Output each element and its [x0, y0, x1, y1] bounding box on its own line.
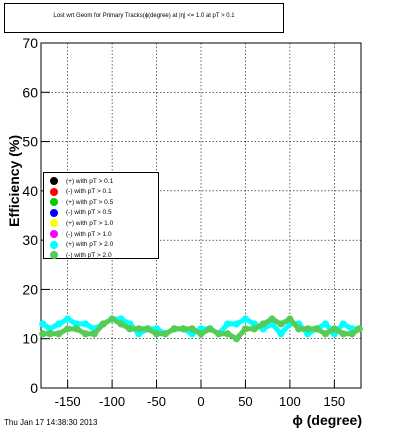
legend-entry: (+) with pT > 1.0	[50, 218, 113, 228]
data-point	[321, 320, 330, 328]
data-point	[81, 330, 90, 338]
x-axis-label: ϕ (degree)	[292, 412, 362, 428]
data-point	[348, 330, 356, 338]
y-axis-label: Efficiency (%)	[6, 135, 22, 227]
data-point	[179, 325, 187, 333]
data-point	[330, 325, 338, 333]
x-tick-label: 0	[197, 394, 204, 409]
data-point	[161, 330, 170, 338]
data-point	[241, 325, 250, 333]
data-point	[241, 315, 250, 323]
legend-entry: (-) with pT > 2.0	[50, 250, 112, 260]
data-point	[81, 320, 90, 328]
data-point	[206, 325, 214, 333]
legend-label: (+) with pT > 0.1	[66, 177, 114, 185]
data-point	[277, 320, 285, 328]
legend-label: (-) with pT > 2.0	[66, 251, 112, 259]
data-point	[108, 315, 116, 323]
data-point	[232, 335, 241, 343]
data-point	[72, 320, 81, 328]
x-tick-label: 100	[279, 394, 301, 409]
x-tick-label: -50	[147, 394, 166, 409]
legend-marker	[50, 240, 58, 249]
data-point	[144, 325, 152, 333]
data-point	[188, 325, 196, 333]
legend-marker	[50, 251, 58, 260]
legend-entry: (-) with pT > 0.5	[50, 208, 112, 218]
y-tick-label: 30	[22, 232, 38, 248]
y-tick-label: 20	[22, 281, 38, 297]
data-point	[250, 325, 258, 333]
legend-label: (-) with pT > 1.0	[66, 230, 112, 238]
data-point	[259, 320, 267, 328]
y-tick-label: 50	[22, 134, 38, 150]
data-point	[117, 320, 125, 328]
legend-marker	[50, 219, 58, 228]
legend-marker	[50, 230, 58, 238]
legend-label: (+) with pT > 0.5	[66, 198, 114, 206]
data-point	[64, 325, 72, 333]
legend-label: (+) with pT > 2.0	[66, 241, 114, 249]
data-point	[72, 325, 81, 333]
legend-entry: (-) with pT > 1.0	[50, 229, 112, 239]
x-tick-label: 150	[323, 394, 345, 409]
data-point	[46, 325, 54, 333]
data-point	[321, 330, 330, 338]
data-point	[295, 325, 303, 333]
data-point	[304, 330, 312, 338]
data-point	[135, 330, 143, 338]
data-point	[232, 320, 241, 328]
data-point	[152, 330, 161, 338]
legend-entry: (+) with pT > 0.1	[50, 176, 113, 186]
legend-label: (-) with pT > 0.5	[66, 209, 112, 217]
x-tick-label: -150	[55, 394, 81, 409]
data-point	[286, 315, 294, 323]
legend-label: (+) with pT > 1.0	[66, 219, 114, 227]
data-point	[64, 315, 72, 323]
series-layer	[39, 315, 363, 343]
legend-marker	[50, 187, 58, 196]
data-point	[39, 320, 47, 328]
y-tick-label: 60	[22, 84, 38, 100]
axes: -150 -100 -50 0 50 100 150 0 10 20 30 40 50 60 70	[22, 35, 345, 409]
x-tick-label: -100	[99, 394, 125, 409]
data-point	[355, 325, 363, 333]
data-point	[55, 320, 63, 328]
data-point	[126, 325, 134, 333]
legend-marker	[50, 177, 58, 185]
x-tick-label: 50	[238, 394, 252, 409]
data-point	[39, 330, 47, 338]
data-point	[224, 330, 232, 338]
chart-title: Lost wrt Geom for Primary Tracks(ϕ(degre…	[53, 13, 235, 19]
data-point	[90, 330, 98, 338]
legend-label: (-) with pT > 0.1	[66, 188, 112, 196]
timestamp: Thu Jan 17 14:38:30 2013	[4, 418, 98, 427]
y-tick-label: 40	[22, 183, 38, 199]
chart-title-box: Lost wrt Geom for Primary Tracks(ϕ(degre…	[4, 3, 284, 33]
legend-entry: (-) with pT > 0.1	[50, 187, 112, 197]
data-point	[215, 330, 223, 338]
data-point	[312, 325, 321, 333]
data-point	[268, 315, 276, 323]
data-point	[304, 325, 312, 333]
series-7	[39, 315, 363, 343]
y-tick-label: 0	[30, 380, 38, 396]
data-point	[197, 330, 205, 338]
data-point	[339, 320, 347, 328]
data-point	[55, 330, 63, 338]
legend: (+) with pT > 0.1 (-) with pT > 0.1 (+) wi…	[43, 172, 159, 260]
data-point	[135, 325, 143, 333]
legend-marker	[50, 198, 58, 207]
legend-marker	[50, 208, 58, 217]
y-tick-label: 70	[22, 35, 38, 51]
data-point	[339, 330, 347, 338]
data-point	[99, 320, 107, 328]
data-point	[224, 320, 232, 328]
legend-entry: (+) with pT > 2.0	[50, 240, 113, 250]
data-point	[170, 325, 178, 333]
legend-entry: (+) with pT > 0.5	[50, 197, 113, 207]
data-point	[277, 330, 285, 338]
y-tick-label: 10	[22, 331, 38, 347]
data-point	[46, 330, 54, 338]
